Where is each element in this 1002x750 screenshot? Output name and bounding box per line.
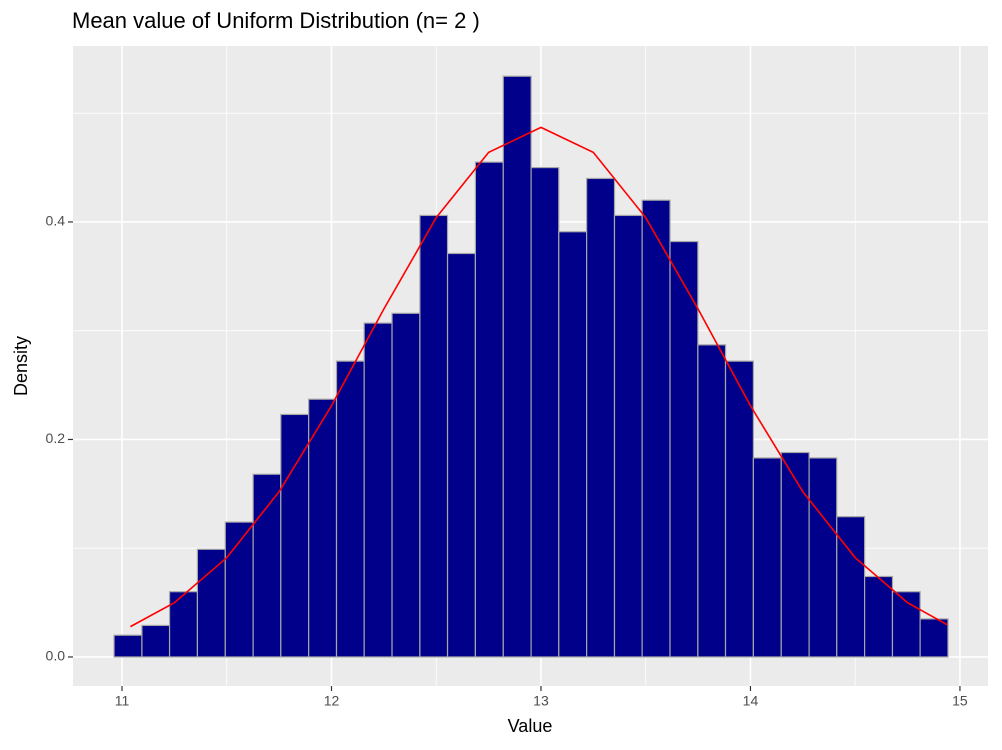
bar — [474, 161, 504, 658]
x-tick-label: 12 — [324, 693, 340, 709]
bar — [363, 322, 393, 658]
bar — [864, 575, 894, 658]
bar — [224, 521, 254, 658]
bar — [752, 457, 782, 658]
bar — [586, 177, 616, 658]
bar — [697, 344, 727, 658]
chart-title: Mean value of Uniform Distribution (n= 2… — [72, 8, 480, 33]
bar — [391, 312, 421, 658]
bar — [308, 398, 338, 658]
bar — [780, 451, 810, 658]
bar — [808, 457, 838, 658]
x-tick-label: 14 — [743, 693, 759, 709]
bar — [196, 548, 226, 658]
bar — [530, 166, 560, 658]
bar — [335, 360, 365, 658]
bar — [724, 360, 754, 658]
x-tick-label: 13 — [533, 693, 549, 709]
y-axis-title: Density — [11, 336, 31, 396]
x-axis-title: Value — [508, 716, 553, 736]
bar — [558, 231, 588, 658]
bar — [252, 473, 282, 658]
bar — [836, 516, 866, 658]
bar — [280, 413, 310, 658]
y-tick-label: 0.4 — [46, 213, 66, 229]
bar — [669, 240, 699, 658]
bar — [113, 634, 143, 658]
bar — [419, 214, 449, 658]
bar — [502, 75, 532, 658]
y-tick-label: 0.0 — [46, 648, 66, 664]
density-curve — [130, 126, 948, 628]
y-tick-label: 0.2 — [46, 430, 66, 446]
bar — [641, 199, 671, 658]
bar — [141, 624, 171, 658]
bar — [168, 591, 199, 658]
bar — [919, 618, 949, 658]
bar — [446, 252, 477, 658]
x-tick-label: 11 — [115, 693, 130, 709]
x-tick-label: 15 — [952, 693, 968, 709]
bar — [613, 214, 643, 658]
